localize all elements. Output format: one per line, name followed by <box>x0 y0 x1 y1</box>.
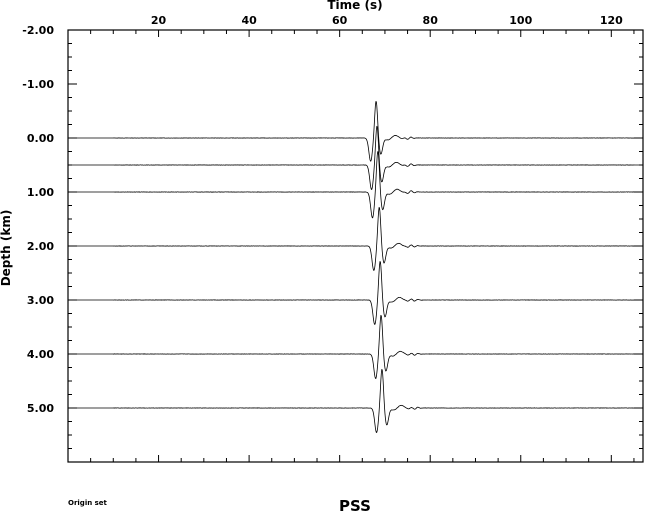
x-tick-label: 120 <box>600 14 623 27</box>
ticks-layer: 20 40 60 80 100 120 -2.00 -1.00 0.00 1.00 2.00 3.00… <box>22 14 643 463</box>
y-tick-label: 0.00 <box>27 132 54 145</box>
origin-caption: Origin set <box>68 499 108 507</box>
seismogram-trace <box>68 101 643 162</box>
seismogram-trace <box>68 151 643 219</box>
x-axis-title: Time (s) <box>327 0 382 12</box>
x-tick-label: 60 <box>332 14 348 27</box>
seismogram-trace <box>68 125 643 190</box>
seismogram-trace <box>68 207 643 271</box>
y-tick-label: -2.00 <box>22 24 54 37</box>
x-tick-label: 100 <box>509 14 532 27</box>
y-tick-label: 2.00 <box>27 240 54 253</box>
y-tick-label: 5.00 <box>27 402 54 415</box>
x-tick-label: 80 <box>423 14 439 27</box>
seismogram-trace <box>68 369 643 434</box>
x-tick-label: 20 <box>151 14 167 27</box>
y-tick-label: 4.00 <box>27 348 54 361</box>
traces-layer <box>68 101 643 434</box>
seismogram-trace <box>68 261 643 325</box>
phase-caption: PSS <box>339 497 371 513</box>
x-tick-label: 40 <box>241 14 257 27</box>
y-tick-label: -1.00 <box>22 78 54 91</box>
y-tick-label: 1.00 <box>27 186 54 199</box>
y-axis-title: Depth (km) <box>0 210 13 287</box>
seismogram-trace <box>68 314 643 379</box>
y-tick-label: 3.00 <box>27 294 54 307</box>
